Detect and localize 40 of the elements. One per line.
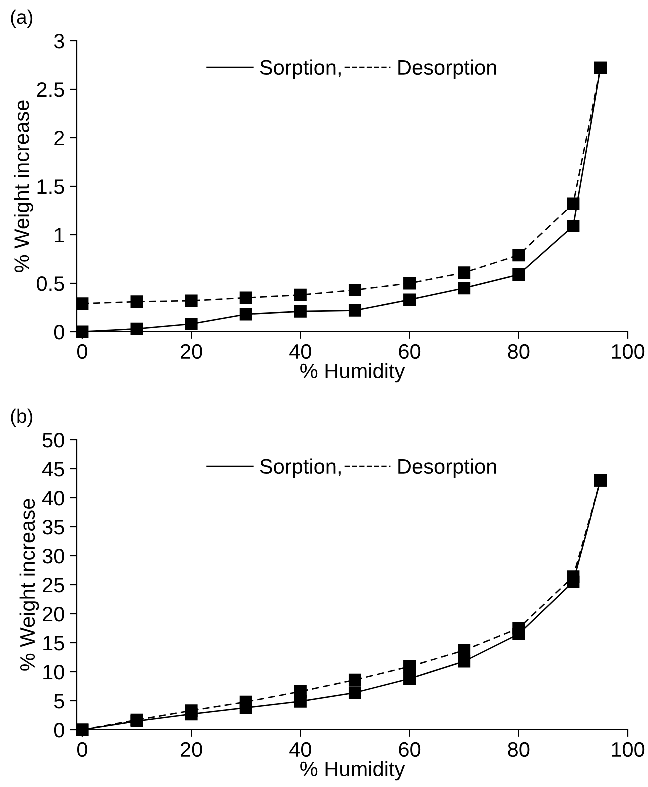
y-tick-label: 25 bbox=[43, 578, 64, 593]
x-axis-title: % Humidity bbox=[300, 761, 406, 781]
x-tick-label: 0 bbox=[77, 344, 88, 360]
chart-title: (a) bbox=[11, 10, 33, 28]
legend-label: Sorption, bbox=[260, 60, 341, 80]
y-tick-label: 5 bbox=[54, 694, 64, 709]
legend-label: Desorption bbox=[398, 60, 496, 80]
x-tick-label: 100 bbox=[612, 344, 645, 360]
x-tick-label: 80 bbox=[508, 742, 530, 758]
x-axis-title: % Humidity bbox=[300, 363, 406, 383]
x-tick-label: 100 bbox=[612, 742, 645, 758]
x-tick-label: 60 bbox=[399, 742, 421, 758]
x-tick-label: 40 bbox=[290, 742, 312, 758]
y-tick-label: 0.5 bbox=[37, 276, 64, 292]
x-tick-label: 0 bbox=[77, 742, 88, 758]
chart-title: (b) bbox=[11, 408, 33, 428]
y-tick-label: 35 bbox=[42, 520, 64, 535]
y-tick-label: 50 bbox=[42, 433, 64, 448]
y-tick-label: 10 bbox=[44, 665, 64, 680]
y-tick-label: 45 bbox=[42, 462, 64, 477]
y-tick-label: 0 bbox=[54, 723, 64, 738]
y-tick-label: 40 bbox=[42, 491, 64, 506]
y-tick-label: 1 bbox=[55, 228, 64, 243]
y-tick-label: 20 bbox=[43, 607, 64, 622]
y-tick-label: 1.5 bbox=[38, 180, 64, 194]
y-axis-title: % Weight increase bbox=[14, 100, 34, 272]
x-tick-label: 20 bbox=[181, 742, 202, 758]
legend-label: Desorption bbox=[398, 458, 496, 478]
legend-label: Sorption, bbox=[260, 458, 341, 478]
y-tick-label: 0 bbox=[54, 325, 64, 340]
x-tick-label: 20 bbox=[181, 344, 202, 360]
y-tick-label: 30 bbox=[42, 549, 64, 564]
x-tick-label: 60 bbox=[399, 344, 421, 360]
y-tick-label: 15 bbox=[44, 636, 64, 651]
y-tick-label: 2.5 bbox=[37, 82, 64, 98]
x-tick-label: 40 bbox=[290, 344, 312, 360]
y-tick-label: 2 bbox=[54, 131, 64, 146]
y-tick-label: 3 bbox=[54, 34, 64, 49]
x-tick-label: 80 bbox=[508, 344, 530, 360]
y-axis-title: % Weight increase bbox=[20, 499, 40, 671]
